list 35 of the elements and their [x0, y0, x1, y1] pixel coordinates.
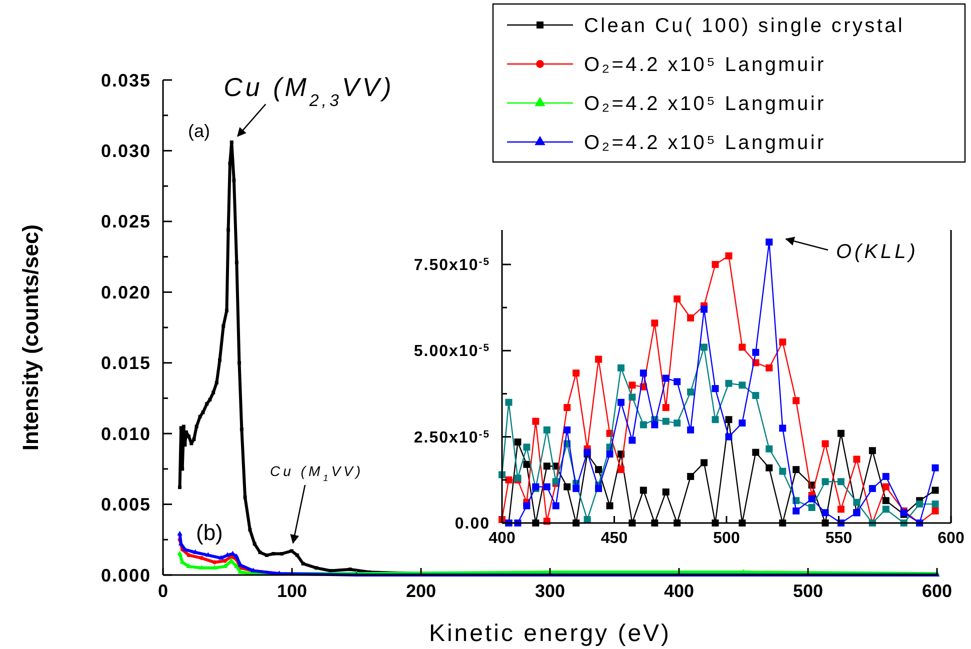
annotation: Cu (M$_{1}$VV): [270, 462, 364, 483]
y-tick-label: 0.030: [100, 141, 151, 162]
x-tick-label: 300: [534, 581, 566, 601]
y-tick-label: 2.50x10$^{-5}$: [414, 428, 490, 446]
y-tick-label: 0.015: [100, 353, 151, 374]
annotation: (a): [188, 121, 210, 141]
y-tick-label: 0.035: [100, 70, 151, 90]
y-tick-label: 0.00: [454, 516, 490, 533]
x-tick-label: 550: [825, 530, 852, 547]
y-tick-label: 0.000: [100, 565, 151, 586]
x-tick-label: 500: [713, 530, 740, 547]
x-tick-label: 100: [276, 581, 308, 601]
x-tick-label: 400: [664, 581, 694, 601]
legend-label: O₂=4.2 x10⁵ Langmuir: [584, 93, 826, 115]
x-tick-label: 0: [158, 581, 168, 601]
y-tick-label: 0.005: [100, 494, 151, 515]
legend-label: Clean Cu( 100) single crystal: [584, 15, 905, 37]
x-tick-label: 450: [600, 530, 628, 547]
annotation: (b): [196, 520, 223, 545]
y-tick-label: 0.010: [100, 424, 151, 444]
y-tick-label: 7.50x10$^{-5}$: [414, 256, 490, 274]
y-tick-label: 5.00x10$^{-5}$: [414, 342, 490, 360]
x-tick-label: 200: [406, 581, 436, 601]
annotation: O(KLL): [836, 241, 918, 263]
annotation: Cu (M$_{2,3}$VV): [224, 72, 394, 110]
x-tick-label: 500: [792, 581, 824, 601]
x-tick-label: 400: [488, 530, 516, 547]
y-tick-label: 0.025: [100, 212, 151, 232]
x-tick-label: 600: [938, 530, 964, 547]
x-tick-label: 600: [922, 581, 952, 601]
x-axis-title: Kinetic energy (eV): [428, 620, 672, 647]
y-axis-title: Intensity (counts/sec): [18, 224, 43, 451]
legend-label: O₂=4.2 x10⁵ Langmuir: [584, 54, 826, 76]
legend-label: O₂=4.2 x10⁵ Langmuir: [584, 132, 826, 154]
y-tick-label: 0.020: [100, 282, 151, 302]
